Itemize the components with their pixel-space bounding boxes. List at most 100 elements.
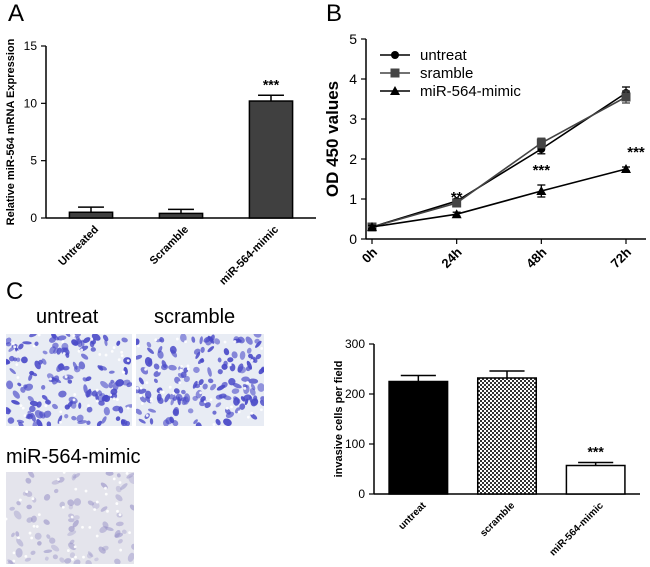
stained-cell — [215, 418, 221, 426]
stained-cell — [101, 545, 109, 551]
membrane-pore — [72, 398, 76, 402]
stained-cell — [103, 406, 110, 416]
stained-cell — [73, 559, 81, 564]
stained-cell — [29, 334, 37, 338]
stained-cell — [217, 357, 222, 363]
stained-cell — [32, 421, 38, 426]
membrane-pore — [203, 400, 207, 404]
membrane-pore — [109, 393, 112, 397]
stained-cell — [28, 374, 33, 381]
membrane-pore — [37, 334, 41, 337]
panel-b-label: B — [326, 0, 343, 27]
stained-cell — [28, 472, 35, 478]
membrane-pore — [57, 478, 60, 481]
membrane-pore — [95, 534, 99, 538]
stained-cell — [129, 504, 134, 511]
stained-cell — [173, 388, 180, 394]
membrane-pore — [32, 344, 36, 348]
stained-cell — [89, 340, 95, 348]
y-tick-label: 5 — [30, 154, 37, 168]
stained-cell — [17, 382, 22, 387]
stained-cell — [146, 341, 152, 348]
y-tick-label: 5 — [349, 31, 357, 47]
membrane-pore — [37, 513, 41, 517]
x-tick-label: scramble — [478, 500, 517, 539]
stained-cell — [221, 363, 228, 370]
stained-cell — [68, 504, 74, 510]
membrane-pore — [110, 349, 114, 353]
stained-cell — [98, 400, 105, 406]
stained-cell — [147, 347, 155, 354]
stained-cell — [115, 485, 122, 493]
stained-cell — [144, 357, 153, 367]
micrograph-scramble — [136, 334, 264, 426]
stained-cell — [41, 394, 48, 400]
significance-label: ** — [451, 189, 463, 206]
stained-cell — [110, 392, 118, 399]
membrane-pore — [168, 385, 172, 389]
stained-cell — [169, 345, 177, 354]
membrane-pore — [115, 502, 119, 505]
y-tick-label: 3 — [349, 111, 357, 127]
membrane-pore — [180, 365, 183, 368]
stained-cell — [138, 377, 144, 385]
membrane-pore — [80, 348, 83, 352]
membrane-pore — [149, 397, 153, 401]
membrane-pore — [82, 555, 85, 559]
stained-cell — [72, 519, 79, 528]
membrane-pore — [237, 410, 241, 414]
membrane-pore — [159, 390, 163, 393]
stained-cell — [11, 532, 15, 538]
membrane-pore — [186, 367, 190, 371]
membrane-pore — [250, 359, 254, 362]
stained-cell — [244, 398, 249, 405]
membrane-pore — [104, 353, 108, 357]
membrane-pore — [139, 386, 143, 390]
stained-cell — [192, 395, 198, 401]
stained-cell — [115, 494, 123, 502]
stained-cell — [207, 367, 212, 377]
stained-cell — [139, 396, 147, 403]
stained-cell — [116, 473, 121, 478]
membrane-pore — [87, 404, 90, 408]
stained-cell — [120, 483, 128, 490]
stained-cell — [24, 557, 32, 562]
stained-cell — [170, 397, 175, 406]
membrane-pore — [90, 337, 94, 341]
micrograph-texture — [6, 472, 134, 564]
stained-cell — [122, 379, 131, 386]
stained-cell — [6, 380, 14, 390]
micrograph-title-scramble: scramble — [154, 306, 236, 328]
stained-cell — [73, 334, 81, 338]
membrane-pore — [28, 531, 32, 535]
y-tick-label: 0 — [30, 211, 37, 225]
stained-cell — [30, 515, 37, 523]
stained-cell — [187, 408, 194, 414]
stained-cell — [127, 552, 134, 562]
stained-cell — [44, 556, 49, 561]
stained-cell — [202, 383, 208, 390]
stained-cell — [195, 422, 202, 426]
stained-cell — [59, 557, 65, 563]
membrane-pore — [157, 369, 161, 373]
membrane-pore — [144, 367, 148, 371]
bar-untreat — [388, 380, 449, 495]
stained-cell — [203, 336, 211, 343]
stained-cell — [27, 410, 32, 415]
stained-cell — [115, 416, 121, 421]
stained-cell — [16, 419, 25, 424]
x-tick-label: 72h — [608, 244, 634, 270]
stained-cell — [114, 529, 121, 538]
stained-cell — [253, 334, 262, 338]
stained-cell — [102, 334, 109, 342]
membrane-pore — [13, 345, 17, 349]
stained-cell — [210, 383, 217, 391]
membrane-pore — [136, 386, 139, 390]
stained-cell — [43, 494, 51, 501]
stained-cell — [108, 370, 115, 374]
stained-cell — [254, 338, 260, 344]
stained-cell — [31, 372, 38, 377]
y-tick-label: 0 — [349, 231, 357, 247]
stained-cell — [72, 340, 83, 345]
